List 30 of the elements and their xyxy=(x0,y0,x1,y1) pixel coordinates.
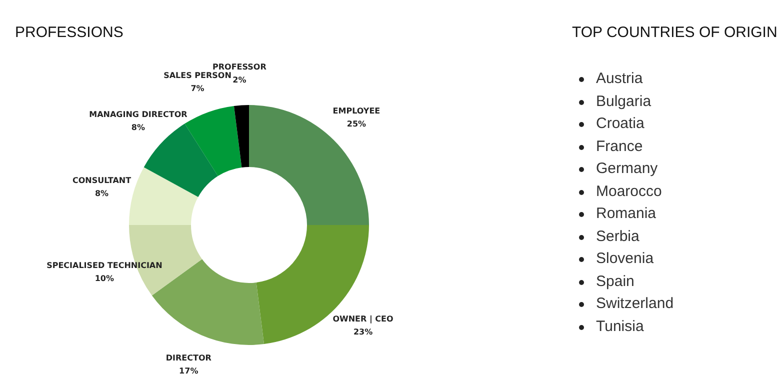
slice-label: SALES PERSON xyxy=(164,70,232,80)
slice-label: DIRECTOR xyxy=(166,354,212,362)
data-label: 10% xyxy=(94,274,114,283)
text: Romania xyxy=(596,205,656,222)
text: Austria xyxy=(596,70,643,87)
chart-title: PROFESSIONS xyxy=(15,24,124,41)
text: France xyxy=(596,138,643,154)
data-label: 25% xyxy=(346,120,366,129)
text: TOP COUNTRIES OF ORIGIN xyxy=(572,24,778,41)
slice-label: CONSULTANT xyxy=(72,176,132,186)
slice-label: EMPLOYEE xyxy=(332,106,380,116)
text: Slovenia xyxy=(596,250,654,267)
data-label: 7% xyxy=(190,84,204,93)
text: Bulgaria xyxy=(596,92,652,110)
data-label: 23% xyxy=(353,328,373,337)
text: Spain xyxy=(596,272,634,290)
text: Croatia xyxy=(596,115,644,132)
slice-label: PROFESSOR xyxy=(212,62,266,72)
data-label: 8% xyxy=(94,189,109,198)
slice-label: MANAGING DIRECTOR xyxy=(89,110,188,119)
text: Switzerland xyxy=(596,295,674,312)
text: Moarocco xyxy=(596,182,662,200)
data-label: 2% xyxy=(232,75,246,84)
text: Germany xyxy=(596,160,658,177)
slice-label: OWNER | CEO xyxy=(332,314,394,324)
data-label: 17% xyxy=(179,366,198,376)
text: Serbia xyxy=(596,228,640,244)
slice-label: SPECIALISED TECHNICIAN xyxy=(46,260,162,270)
data-label: 8% xyxy=(131,122,145,132)
text: Tunisia xyxy=(596,318,644,334)
